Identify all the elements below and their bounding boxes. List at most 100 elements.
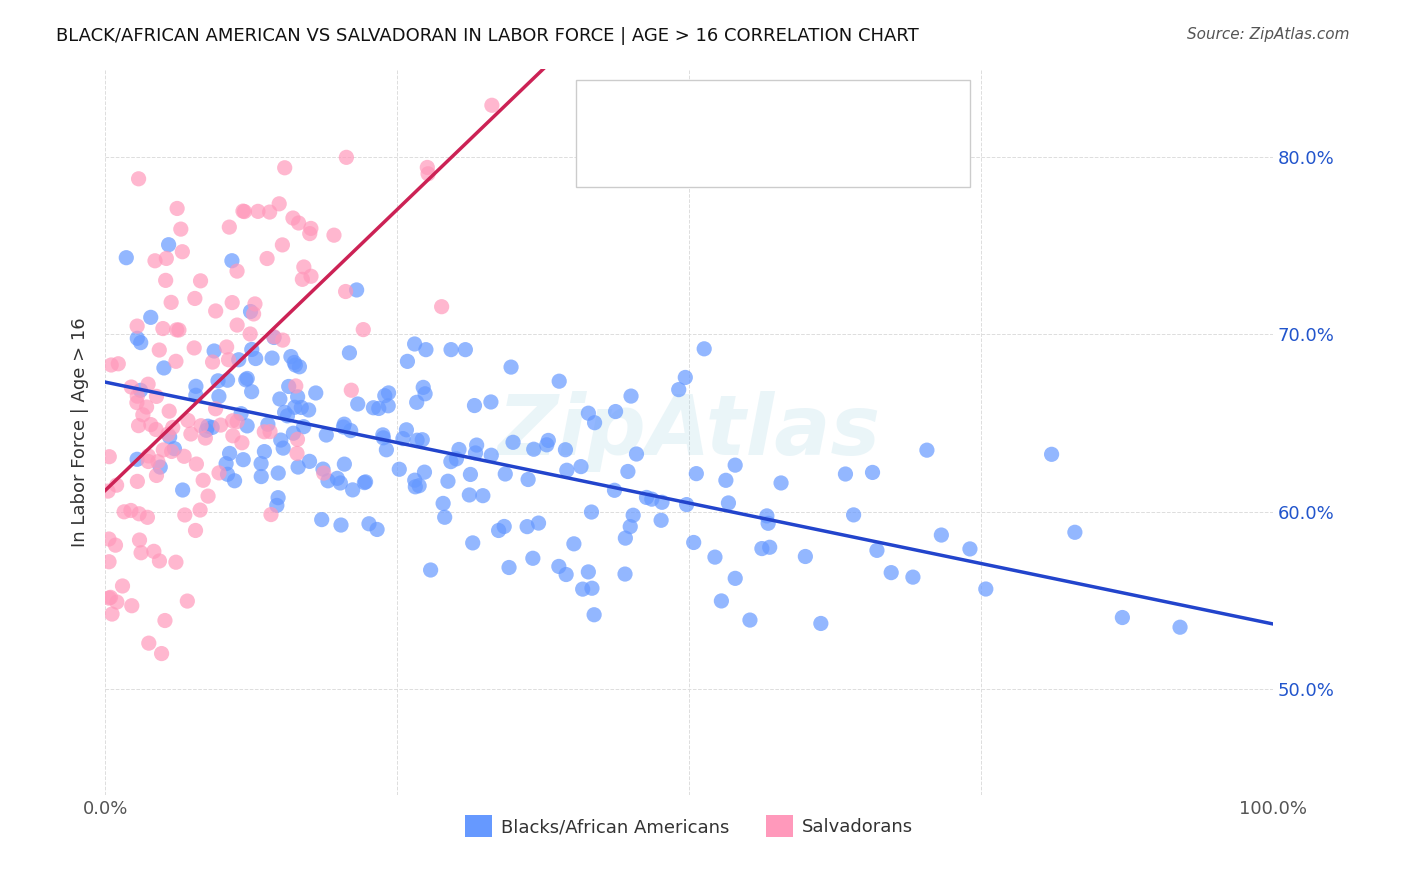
Salvadorans (166, 202, 188, 216)
Blacks/African Americans (488, 524, 510, 538)
Salvadorans (98, 450, 121, 464)
Salvadorans (104, 538, 127, 552)
Salvadorans (194, 431, 217, 445)
Blacks/African Americans (250, 469, 273, 483)
Salvadorans (226, 264, 249, 278)
Blacks/African Americans (217, 467, 239, 482)
Salvadorans (273, 161, 295, 175)
Salvadorans (135, 400, 157, 414)
Salvadorans (160, 444, 183, 458)
Salvadorans (186, 457, 208, 471)
Salvadorans (152, 442, 174, 457)
Blacks/African Americans (1168, 620, 1191, 634)
Salvadorans (239, 326, 262, 341)
Salvadorans (208, 466, 231, 480)
Blacks/African Americans (201, 420, 224, 434)
Blacks/African Americans (339, 424, 361, 438)
Blacks/African Americans (269, 392, 291, 406)
Blacks/African Americans (576, 406, 599, 420)
Blacks/African Americans (682, 535, 704, 549)
Blacks/African Americans (149, 460, 172, 475)
Salvadorans (201, 355, 224, 369)
Salvadorans (167, 323, 190, 337)
Blacks/African Americans (197, 419, 219, 434)
Salvadorans (128, 171, 150, 186)
Blacks/African Americans (342, 483, 364, 497)
Blacks/African Americans (236, 371, 259, 385)
Salvadorans (312, 466, 335, 480)
Blacks/African Americans (1111, 610, 1133, 624)
Blacks/African Americans (571, 582, 593, 596)
Blacks/African Americans (710, 594, 733, 608)
Blacks/African Americans (614, 531, 637, 545)
Blacks/African Americans (738, 613, 761, 627)
Blacks/African Americans (315, 428, 337, 442)
Salvadorans (97, 532, 120, 546)
Blacks/African Americans (396, 354, 419, 368)
Salvadorans (430, 300, 453, 314)
Salvadorans (184, 524, 207, 538)
Blacks/African Americans (866, 543, 889, 558)
Salvadorans (173, 508, 195, 522)
Salvadorans (176, 594, 198, 608)
Blacks/African Americans (714, 473, 737, 487)
Blacks/African Americans (437, 475, 460, 489)
Salvadorans (218, 352, 240, 367)
Blacks/African Americans (129, 335, 152, 350)
Blacks/African Americans (263, 330, 285, 344)
Salvadorans (323, 228, 346, 243)
Text: R = -0.681    N =: R = -0.681 N = (626, 94, 786, 112)
Blacks/African Americans (404, 337, 426, 351)
Salvadorans (156, 427, 179, 442)
Salvadorans (246, 204, 269, 219)
Blacks/African Americans (229, 407, 252, 421)
Blacks/African Americans (901, 570, 924, 584)
Blacks/African Americans (184, 388, 207, 402)
Blacks/African Americans (408, 479, 430, 493)
Salvadorans (173, 450, 195, 464)
Blacks/African Americans (842, 508, 865, 522)
Salvadorans (352, 323, 374, 337)
Blacks/African Americans (374, 389, 396, 403)
Blacks/African Americans (527, 516, 550, 530)
Blacks/African Americans (392, 432, 415, 446)
Salvadorans (292, 260, 315, 274)
Salvadorans (136, 510, 159, 524)
Salvadorans (148, 343, 170, 357)
Salvadorans (97, 484, 120, 499)
Salvadorans (197, 489, 219, 503)
Salvadorans (146, 455, 169, 469)
Blacks/African Americans (354, 475, 377, 489)
Blacks/African Americans (215, 457, 238, 471)
Blacks/African Americans (547, 559, 569, 574)
Blacks/African Americans (218, 446, 240, 460)
Blacks/African Americans (224, 474, 246, 488)
Blacks/African Americans (115, 251, 138, 265)
Blacks/African Americans (329, 475, 352, 490)
Blacks/African Americans (262, 351, 284, 365)
Salvadorans (127, 389, 149, 403)
Blacks/African Americans (404, 473, 426, 487)
Salvadorans (145, 389, 167, 403)
Legend: Blacks/African Americans, Salvadorans: Blacks/African Americans, Salvadorans (458, 808, 921, 845)
Blacks/African Americans (974, 582, 997, 596)
Blacks/African Americans (267, 466, 290, 480)
Salvadorans (259, 425, 281, 439)
Blacks/African Americans (756, 516, 779, 531)
Salvadorans (121, 599, 143, 613)
Salvadorans (127, 319, 149, 334)
Salvadorans (111, 579, 134, 593)
Blacks/African Americans (458, 488, 481, 502)
Blacks/African Americans (555, 567, 578, 582)
Blacks/African Americans (330, 518, 353, 533)
Text: 126: 126 (794, 138, 832, 156)
Blacks/African Americans (619, 519, 641, 533)
Blacks/African Americans (522, 551, 544, 566)
Salvadorans (204, 304, 226, 318)
Blacks/African Americans (554, 442, 576, 457)
Blacks/African Americans (517, 473, 540, 487)
Blacks/African Americans (479, 395, 502, 409)
Blacks/African Americans (569, 459, 592, 474)
Blacks/African Americans (157, 237, 180, 252)
Blacks/African Americans (562, 537, 585, 551)
